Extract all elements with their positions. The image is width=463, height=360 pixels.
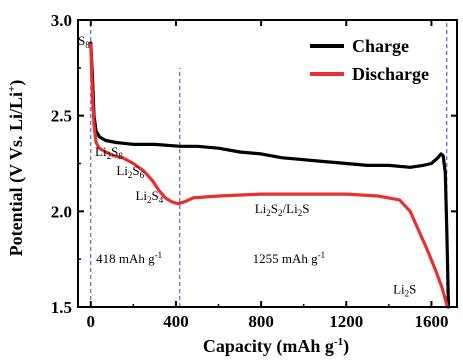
- y-tick-label: 2.5: [51, 107, 72, 126]
- legend: Charge Discharge: [310, 36, 429, 84]
- y-axis-title: Potential (V Vs. Li/Li+): [6, 80, 27, 257]
- annotation-cap2: 1255 mAh g-1​: [253, 250, 326, 266]
- annotation-li2s2li2s: Li2S2/Li2S: [255, 201, 310, 218]
- x-tick-label: 400: [163, 312, 189, 331]
- annotation-cap1: 418 mAh g-1​: [96, 250, 162, 266]
- x-tick-label: 1200: [329, 312, 363, 331]
- x-tick-label: 1600: [414, 312, 448, 331]
- x-tick-label: 0: [87, 312, 96, 331]
- annotation-li2s: Li2S: [393, 282, 416, 299]
- legend-charge-label: Charge: [352, 36, 409, 56]
- annotation-li2s4: Li2S4: [135, 188, 163, 205]
- axis-ticks: 0 400 800 1200 1600 1.5 2.0 2.5 3.0: [51, 11, 457, 331]
- x-tick-label: 800: [248, 312, 274, 331]
- plot-lines: [89, 20, 451, 309]
- y-tick-label: 1.5: [51, 298, 72, 317]
- charge-curve: [89, 41, 451, 309]
- annotation-li2s8: Li2S8: [95, 144, 123, 161]
- discharge-curve: [89, 43, 449, 309]
- annotation-s8: S8: [78, 33, 90, 50]
- x-axis-title: Capacity (mAh g-1): [203, 336, 349, 357]
- annotation-li2s6: Li2S6: [116, 163, 144, 180]
- y-tick-label: 3.0: [51, 11, 72, 30]
- annotations: S8 Li2S8 Li2S6 Li2S4 Li2S2/Li2S Li2S 418 mAh g…: [78, 33, 416, 299]
- legend-discharge-label: Discharge: [352, 64, 429, 84]
- y-tick-label: 2.0: [51, 202, 72, 221]
